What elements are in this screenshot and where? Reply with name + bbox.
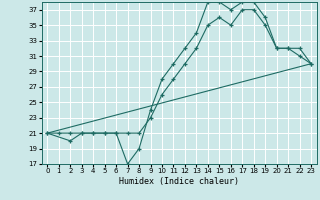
X-axis label: Humidex (Indice chaleur): Humidex (Indice chaleur) bbox=[119, 177, 239, 186]
